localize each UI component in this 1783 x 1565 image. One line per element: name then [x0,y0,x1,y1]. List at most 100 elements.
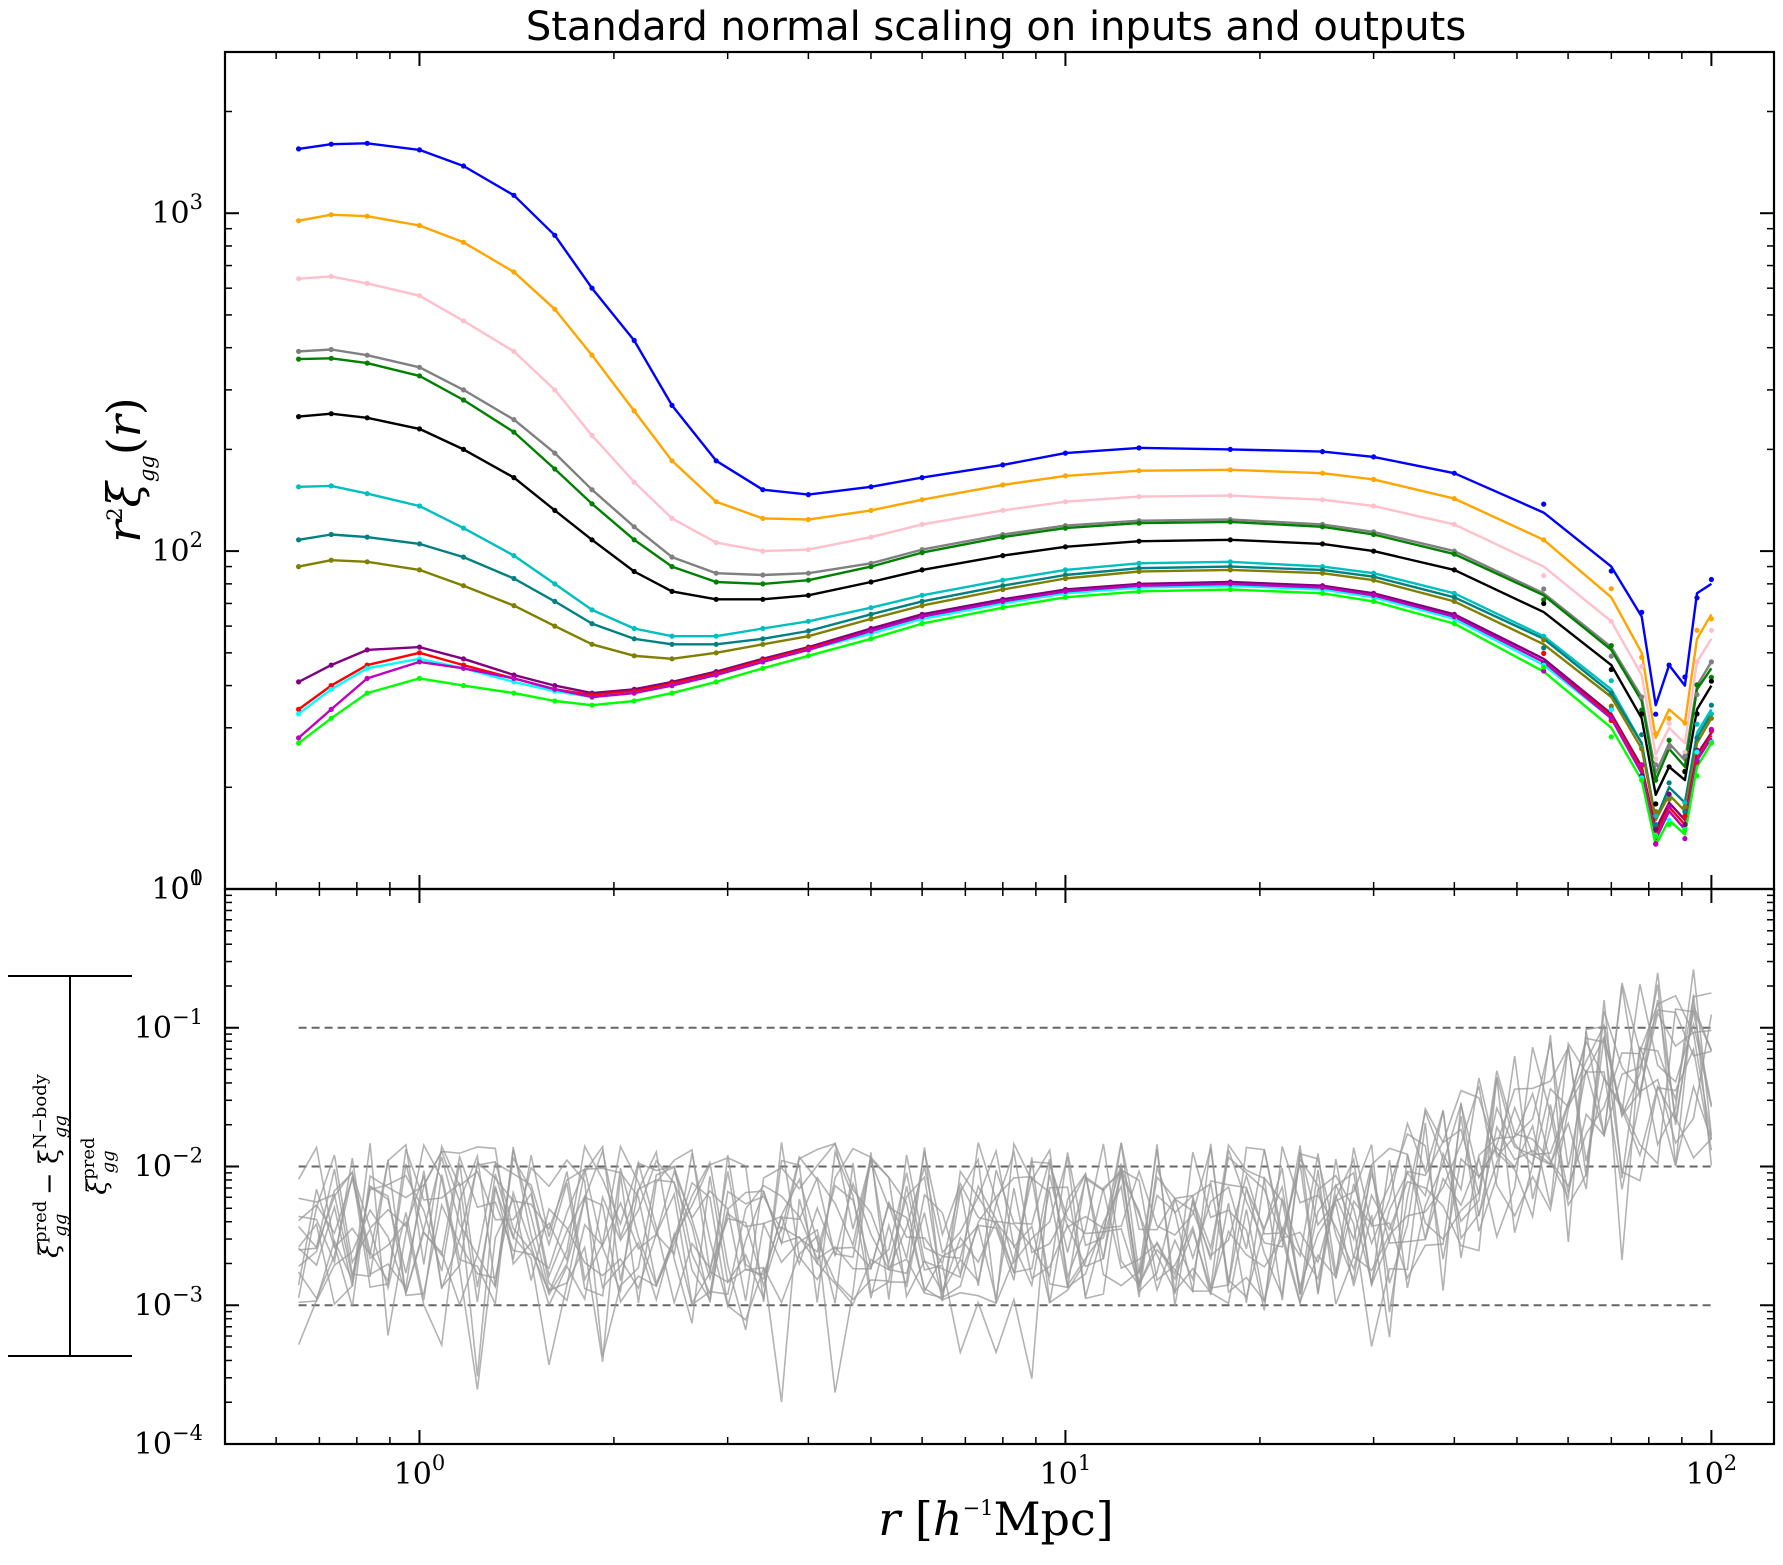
series-point [1653,821,1659,828]
series-point [868,611,874,617]
series-line [298,142,1713,707]
series-point [1136,560,1142,566]
series-point [1682,769,1688,775]
series-point [460,446,467,452]
series-point [589,432,595,438]
series-point [1136,468,1142,474]
series-point [1541,637,1547,643]
series-point [1608,734,1614,740]
series-point [669,554,675,560]
x-tick-label: 100 [394,1451,446,1492]
bottom-y-tick-label: 10−1 [134,1005,203,1046]
series-point [1653,833,1659,840]
series-point [760,487,766,493]
series-line [297,582,1713,841]
series-point [1639,746,1645,752]
series-point [364,559,370,565]
series-point [589,285,595,291]
fraction-numerator: ξpredgg − ξN−bodygg [30,1073,71,1258]
series-point [919,614,925,620]
series-point [1319,541,1326,547]
series-point [1000,553,1006,559]
series-point [511,429,517,435]
series-point [296,146,302,152]
series-line [297,582,1713,836]
series-point [760,596,766,602]
series-point [328,355,334,361]
series-point [805,570,812,576]
chart-title: Standard normal scaling on inputs and ou… [526,4,1466,50]
series-point [1708,702,1714,708]
bottom-ticks [224,888,1774,1445]
series-point [511,553,517,559]
series-point [1227,581,1233,587]
series-point [669,564,675,570]
series-point [760,641,766,647]
series-point [631,625,637,632]
series-point [868,564,874,570]
series-point [631,653,637,659]
series-point [1682,674,1688,680]
series-point [919,598,925,605]
series-point [669,683,675,689]
series-point [713,679,719,685]
series-point [1708,576,1714,583]
series-point [296,537,302,543]
series-point [805,633,812,639]
series-point [1371,592,1377,598]
series-point [364,665,370,671]
series-point [713,458,719,464]
series-point [1682,813,1688,819]
series-point [631,408,637,414]
top-series-points [296,140,1714,847]
series-point [1062,594,1068,600]
series-point [416,567,423,573]
series-point [328,715,334,721]
series-point [868,616,874,622]
series-point [1666,780,1672,786]
series-point [1682,821,1688,828]
series-point [669,633,675,639]
residual-line [297,969,1713,1379]
series-point [713,650,719,656]
series-point [1136,445,1142,451]
series-point [919,550,925,556]
series-point [1541,668,1547,674]
series-point [1608,715,1614,721]
series-point [760,572,766,578]
series-point [296,348,302,354]
series-point [669,656,675,662]
top-y-tick-label: 101 [151,866,203,907]
series-point [1666,737,1672,743]
series-line [298,559,1713,822]
series-point [805,653,812,659]
series-point [805,592,812,598]
series-point [1653,756,1659,762]
series-point [296,679,302,685]
series-point [1694,682,1700,688]
series-point [552,581,558,587]
series-point [1666,796,1672,802]
series-point [1062,450,1068,456]
series-point [1451,551,1457,557]
series-point [1666,804,1672,810]
series-point [1608,653,1614,659]
series-point [416,222,423,229]
residual-line [297,972,1713,1403]
series-point [805,516,812,523]
series-point [1227,586,1233,593]
series-point [364,140,370,146]
series-point [1653,762,1659,768]
series-point [669,402,675,408]
series-point [1682,800,1688,806]
series-point [1136,520,1142,526]
series-point [1694,749,1700,755]
series-point [1608,643,1614,649]
series-point [1639,663,1645,670]
series-point [1000,598,1006,605]
series-point [1708,711,1714,717]
series-point [760,625,766,632]
series-point [1451,594,1457,600]
series-point [631,636,637,642]
